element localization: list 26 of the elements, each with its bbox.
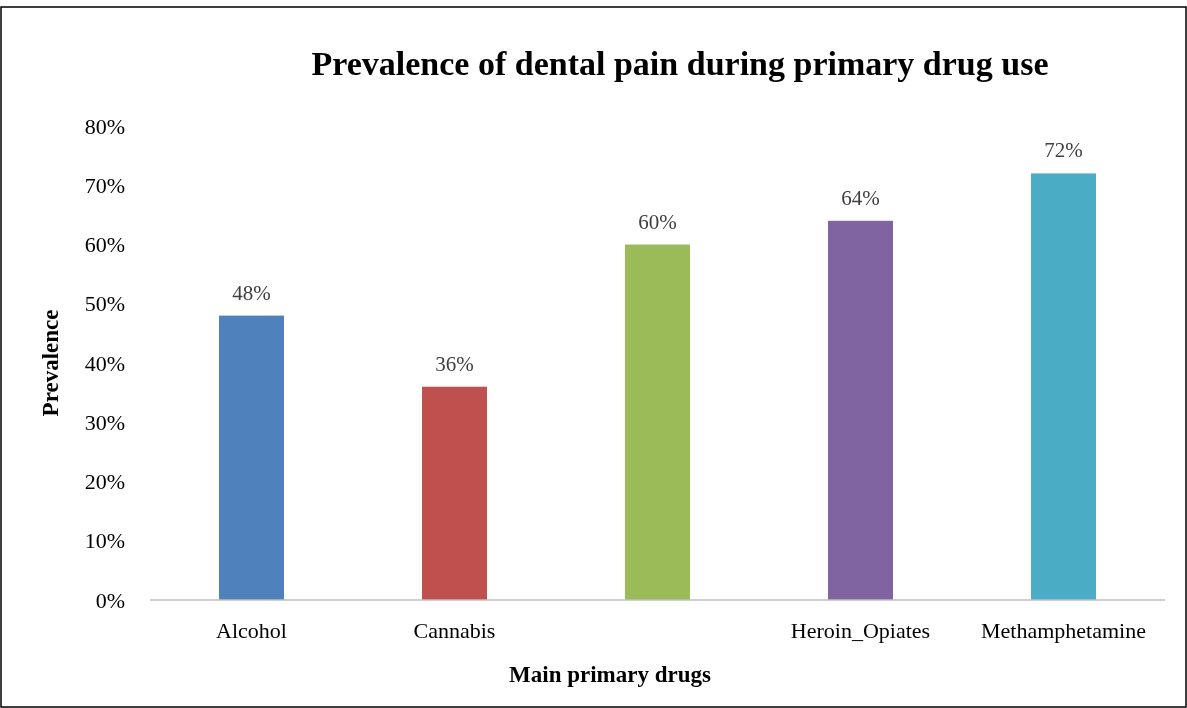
x-axis-title: Main primary drugs xyxy=(509,662,711,687)
y-tick-label: 30% xyxy=(84,409,125,435)
x-tick-label: Cannabis xyxy=(413,618,496,643)
x-tick-label: Methamphetamine xyxy=(981,618,1146,643)
chart-title: Prevalence of dental pain during primary drug use xyxy=(311,45,1049,82)
y-tick-label: 20% xyxy=(84,469,125,495)
y-tick-label: 70% xyxy=(84,172,125,198)
bar xyxy=(219,315,284,600)
data-label: 60% xyxy=(638,209,677,234)
y-tick-label: 0% xyxy=(95,587,125,613)
bar xyxy=(828,220,893,600)
y-axis-title: Prevalence xyxy=(38,309,63,417)
bar xyxy=(422,386,487,600)
x-tick-label: Alcohol xyxy=(216,618,287,643)
data-label: 64% xyxy=(841,185,880,210)
bar xyxy=(625,244,690,600)
y-tick-label: 60% xyxy=(84,232,125,258)
data-label: 72% xyxy=(1044,138,1083,163)
bar xyxy=(1031,173,1096,600)
data-label: 36% xyxy=(435,351,474,376)
x-tick-label: Heroin_Opiates xyxy=(790,618,931,643)
y-tick-label: 10% xyxy=(84,528,125,554)
data-label: 48% xyxy=(232,280,271,305)
y-tick-label: 80% xyxy=(84,113,125,139)
y-tick-label: 50% xyxy=(84,291,125,317)
y-tick-label: 40% xyxy=(84,350,125,376)
